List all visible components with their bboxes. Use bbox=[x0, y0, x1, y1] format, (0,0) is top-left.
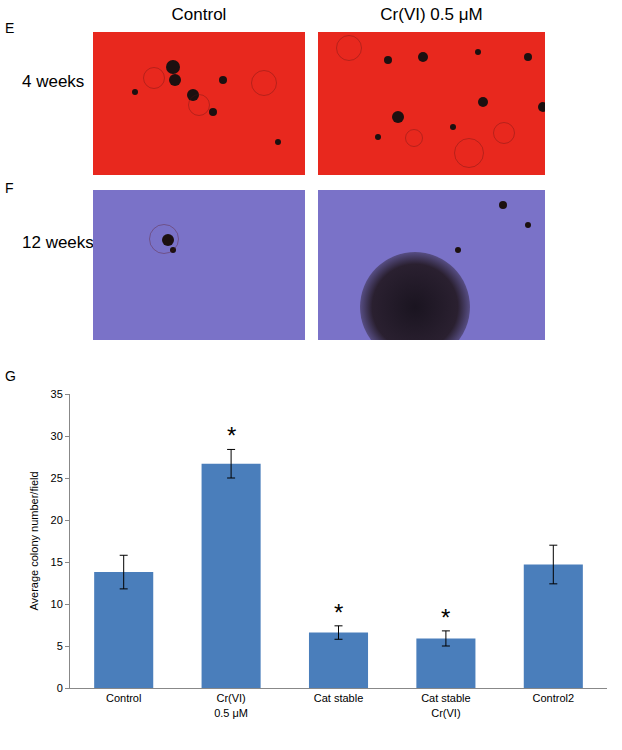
html-text:4 weeks: 4 weeks bbox=[22, 71, 85, 91]
svg-text:20: 20 bbox=[51, 514, 63, 526]
svg-text:*: * bbox=[227, 422, 236, 449]
svg-text:Cr(VI)0.5 μM: Cr(VI)0.5 μM bbox=[214, 692, 248, 718]
html-text:G: G bbox=[5, 368, 16, 384]
svg-text:5: 5 bbox=[57, 640, 63, 652]
html-text:Cr(VI) 0.5 μM: Cr(VI) 0.5 μM bbox=[380, 5, 483, 24]
svg-text:*: * bbox=[441, 604, 450, 631]
svg-text:Cat stableCr(VI): Cat stableCr(VI) bbox=[421, 692, 471, 718]
svg-text:Average colony number/field: Average colony number/field bbox=[28, 471, 40, 610]
html-text:F: F bbox=[5, 180, 14, 196]
svg-text:15: 15 bbox=[51, 556, 63, 568]
svg-text:*: * bbox=[334, 599, 343, 626]
html-text:Control: Control bbox=[171, 5, 227, 24]
svg-text:35: 35 bbox=[51, 388, 63, 400]
svg-text:25: 25 bbox=[51, 472, 63, 484]
svg-text:10: 10 bbox=[51, 598, 63, 610]
svg-text:30: 30 bbox=[51, 430, 63, 442]
svg-text:0: 0 bbox=[57, 682, 63, 694]
html-text:E: E bbox=[5, 20, 15, 36]
svg-text:Control2: Control2 bbox=[533, 692, 575, 704]
svg-text:Control: Control bbox=[106, 692, 141, 704]
html-text:12 weeks: 12 weeks bbox=[22, 233, 94, 252]
svg-text:Cat stable: Cat stable bbox=[314, 692, 364, 704]
